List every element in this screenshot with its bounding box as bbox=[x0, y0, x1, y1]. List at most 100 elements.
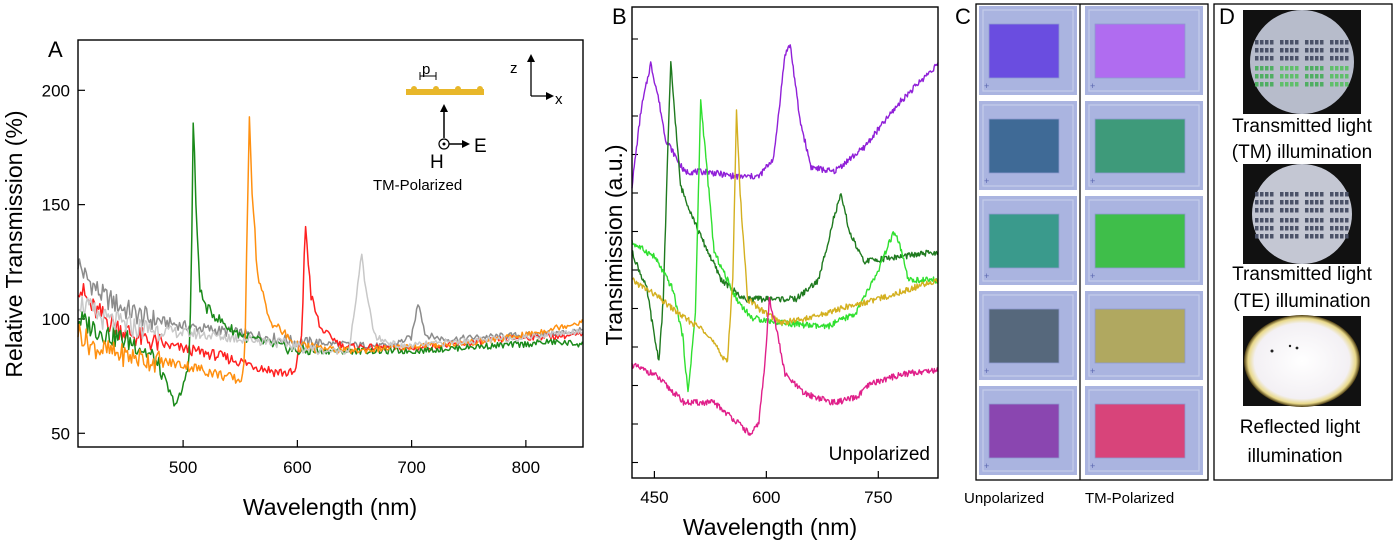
micrograph-grid-cell bbox=[1330, 208, 1334, 213]
panel-c-tile-border bbox=[982, 104, 1074, 187]
panel-a-xlabel: Wavelength (nm) bbox=[243, 494, 417, 520]
micrograph-grid-cell bbox=[1290, 82, 1294, 87]
panel-c-cross-mark: + bbox=[1090, 81, 1095, 91]
micrograph-grid-cell bbox=[1260, 74, 1264, 79]
micrograph-grid-cell bbox=[1315, 218, 1319, 223]
micrograph-grid-cell bbox=[1315, 200, 1319, 205]
micrograph-grid-cell bbox=[1265, 56, 1269, 61]
panel-b-lines bbox=[631, 44, 939, 436]
micrograph-grid-cell bbox=[1260, 48, 1264, 53]
panel-a-xtick-label: 600 bbox=[283, 458, 311, 477]
panel-a: A 500 600 700 800 50 100 150 200 Wavelength (nm… bbox=[1, 37, 584, 520]
micrograph-grid-cell bbox=[1310, 56, 1314, 61]
micrograph-grid-cell bbox=[1265, 82, 1269, 87]
micrograph-grid-cell bbox=[1255, 48, 1259, 53]
micrograph-grid-cell bbox=[1295, 208, 1299, 213]
micrograph-grid-cell bbox=[1270, 200, 1274, 205]
panel-a-xtick-label: 700 bbox=[397, 458, 425, 477]
micrograph-grid-cell bbox=[1345, 56, 1349, 61]
micrograph-grid-cell bbox=[1285, 192, 1289, 197]
inset-k-dot-icon bbox=[442, 142, 446, 146]
micrograph-grid-cell bbox=[1335, 192, 1339, 197]
micrograph-grid-cell bbox=[1305, 48, 1309, 53]
panel-c-cross-mark: + bbox=[1090, 366, 1095, 376]
micrograph-grid-cell bbox=[1295, 48, 1299, 53]
micrograph-grid-cell bbox=[1260, 234, 1264, 239]
micrograph-grid-cell bbox=[1285, 66, 1289, 71]
caption-te-line1: Transmitted light bbox=[1232, 264, 1372, 285]
micrograph-grid-cell bbox=[1335, 200, 1339, 205]
micrograph-grid-cell bbox=[1290, 218, 1294, 223]
micrograph-grid-cell bbox=[1335, 82, 1339, 87]
micrograph-grid-cell bbox=[1315, 56, 1319, 61]
inset-z-arrowhead bbox=[527, 54, 535, 62]
panel-b-series-line bbox=[631, 44, 939, 189]
micrograph-grid-cell bbox=[1340, 48, 1344, 53]
inset-polarization-label: TM-Polarized bbox=[373, 177, 462, 194]
micrograph-grid-cell bbox=[1315, 192, 1319, 197]
micrograph-grid-cell bbox=[1315, 48, 1319, 53]
micrograph-grid-cell bbox=[1305, 82, 1309, 87]
micrograph-grid-cell bbox=[1345, 208, 1349, 213]
micrograph-grid-cell bbox=[1335, 208, 1339, 213]
micrograph-grid-cell bbox=[1335, 56, 1339, 61]
micrograph-grid-cell bbox=[1255, 74, 1259, 79]
panel-b-xtick-label: 600 bbox=[752, 488, 780, 507]
micrograph-te-field bbox=[1252, 164, 1352, 264]
micrograph-grid-cell bbox=[1335, 218, 1339, 223]
micrograph-grid-cell bbox=[1335, 48, 1339, 53]
micrograph-grid-cell bbox=[1335, 66, 1339, 71]
inset-grating-icon bbox=[406, 89, 484, 95]
panel-c-colour-square bbox=[988, 213, 1060, 269]
panel-b-series-line bbox=[631, 99, 939, 393]
micrograph-grid-cell bbox=[1315, 66, 1319, 71]
inset-period-label: p bbox=[422, 61, 430, 78]
micrograph-grid-cell bbox=[1330, 226, 1334, 231]
micrograph-grid-cell bbox=[1265, 48, 1269, 53]
micrograph-grid-cell bbox=[1345, 74, 1349, 79]
micrograph-grid-cell bbox=[1345, 200, 1349, 205]
micrograph-grid-cell bbox=[1255, 192, 1259, 197]
micrograph-grid-cell bbox=[1310, 82, 1314, 87]
micrograph-grid-cell bbox=[1305, 200, 1309, 205]
micrograph-reflected-field bbox=[1244, 315, 1360, 407]
panel-c-tile-border bbox=[982, 199, 1074, 282]
panel-c-colour-square bbox=[1094, 118, 1186, 174]
micrograph-grid-cell bbox=[1255, 226, 1259, 231]
micrograph-reflected bbox=[1243, 315, 1361, 407]
micrograph-grid-cell bbox=[1320, 192, 1324, 197]
micrograph-grid-cell bbox=[1285, 208, 1289, 213]
panel-c-cross-mark: + bbox=[1090, 461, 1095, 471]
micrograph-grid-cell bbox=[1340, 74, 1344, 79]
micrograph-grid-cell bbox=[1290, 208, 1294, 213]
micrograph-grid-cell bbox=[1280, 192, 1284, 197]
micrograph-grid-cell bbox=[1280, 200, 1284, 205]
inset-e-arrowhead bbox=[462, 140, 470, 148]
micrograph-grid-cell bbox=[1270, 82, 1274, 87]
panel-b-xtick-label: 450 bbox=[640, 488, 668, 507]
micrograph-grid-cell bbox=[1280, 218, 1284, 223]
panel-b-ylabel: Transimission (a.u.) bbox=[601, 144, 627, 345]
micrograph-grid-cell bbox=[1260, 40, 1264, 45]
micrograph-grid-cell bbox=[1285, 56, 1289, 61]
micrograph-grid-cell bbox=[1305, 40, 1309, 45]
micrograph-grid-cell bbox=[1340, 82, 1344, 87]
panel-b-frame bbox=[631, 6, 939, 479]
micrograph-grid-cell bbox=[1345, 226, 1349, 231]
micrograph-grid-cell bbox=[1340, 218, 1344, 223]
inset-grating-bump bbox=[455, 86, 461, 92]
micrograph-grid-cell bbox=[1270, 56, 1274, 61]
micrograph-grid-cell bbox=[1340, 56, 1344, 61]
panel-b-series-line bbox=[631, 297, 939, 436]
micrograph-grid-cell bbox=[1305, 74, 1309, 79]
panel-d-letter: D bbox=[1219, 4, 1235, 29]
micrograph-grid-cell bbox=[1340, 192, 1344, 197]
micrograph-grid-cell bbox=[1305, 56, 1309, 61]
micrograph-grid-cell bbox=[1255, 234, 1259, 239]
micrograph-grid-cell bbox=[1265, 200, 1269, 205]
micrograph-grid-cell bbox=[1265, 208, 1269, 213]
micrograph-grid-cell bbox=[1260, 82, 1264, 87]
panel-c-colour-square bbox=[988, 118, 1060, 174]
micrograph-grid-cell bbox=[1310, 192, 1314, 197]
micrograph-grid-cell bbox=[1345, 218, 1349, 223]
